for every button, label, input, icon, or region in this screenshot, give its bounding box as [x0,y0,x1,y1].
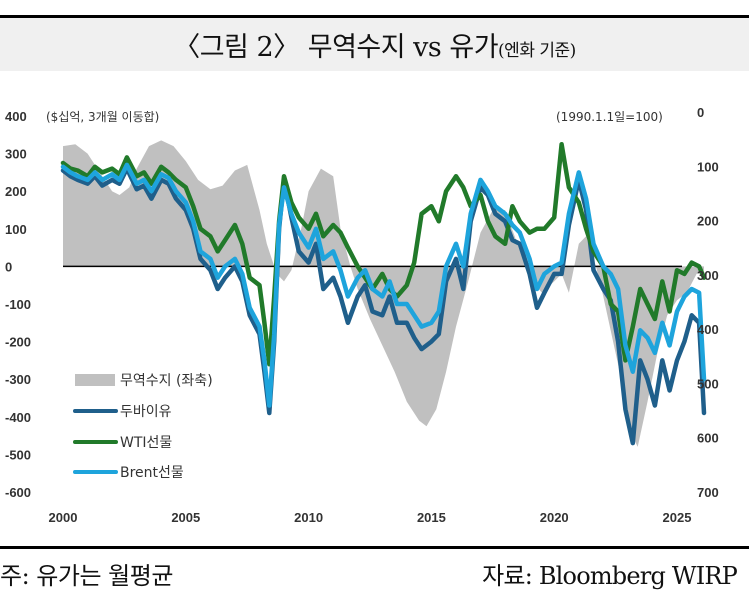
right-tick-label: 300 [697,268,719,283]
x-tick-label: 2025 [663,510,692,525]
right-axis-unit-label: (1990.1.1일=100) [556,110,663,124]
left-tick-label: 0 [5,259,12,274]
footer-note: 주: 유가는 월평균 [0,562,173,590]
left-tick-label: -600 [5,485,31,500]
right-axis: 0 100 200 300 400 500 600 700 [697,105,719,500]
legend-swatch-area [75,374,115,386]
right-tick-label: 400 [697,322,719,337]
legend-label: Brent선물 [120,465,184,481]
right-tick-label: 600 [697,431,719,446]
left-tick-label: -200 [5,335,31,350]
legend: 무역수지 (좌축) 두바이유 WTI선물 Brent선물 [73,373,213,481]
legend-label: 무역수지 (좌축) [120,373,213,389]
figure-title: 〈그림 2〉 무역수지 vs 유가(엔화 기준) [0,25,749,64]
legend-label: 두바이유 [120,404,172,420]
legend-item-trade-balance: 무역수지 (좌축) [75,373,213,389]
figure-title-bar: 〈그림 2〉 무역수지 vs 유가(엔화 기준) [0,15,749,71]
left-axis: 400 300 200 100 0 -100 -200 -300 -400 -500 -600 [5,109,31,500]
right-tick-label: 200 [697,214,719,229]
left-tick-label: -100 [5,297,31,312]
left-tick-label: 100 [5,222,27,237]
figure-title-main: 〈그림 2〉 무역수지 vs 유가 [173,32,499,63]
left-tick-label: 400 [5,109,27,124]
x-tick-label: 2020 [540,510,569,525]
left-axis-unit-label: ($십억, 3개월 이동합) [46,110,159,124]
x-tick-label: 2015 [417,510,446,525]
legend-item-wti: WTI선물 [73,435,172,451]
oil-lines-layer [60,141,707,446]
wti-line [60,141,707,367]
left-tick-label: -400 [5,410,31,425]
footer-source: 자료: Bloomberg WIRP [482,562,738,590]
right-tick-label: 700 [697,485,719,500]
right-tick-label: 500 [697,376,719,391]
legend-item-dubai: 두바이유 [73,404,172,420]
x-tick-label: 2005 [171,510,200,525]
left-tick-label: -500 [5,447,31,462]
right-tick-label: 100 [697,159,719,174]
x-tick-label: 2010 [294,510,323,525]
legend-item-brent: Brent선물 [73,465,184,481]
figure-title-sub: (엔화 기준) [498,41,576,61]
x-axis: 2000 2005 2010 2015 2020 2025 [49,510,692,525]
footer-divider [0,546,749,549]
right-tick-label: 0 [697,105,704,120]
left-tick-label: 200 [5,184,27,199]
legend-label: WTI선물 [120,435,172,451]
dubai-line [60,166,707,446]
chart: 400 300 200 100 0 -100 -200 -300 -400 -500 -600 0 1… [5,105,719,525]
brent-line [60,162,707,408]
left-tick-label: 300 [5,147,27,162]
left-tick-label: -300 [5,372,31,387]
x-tick-label: 2000 [49,510,78,525]
